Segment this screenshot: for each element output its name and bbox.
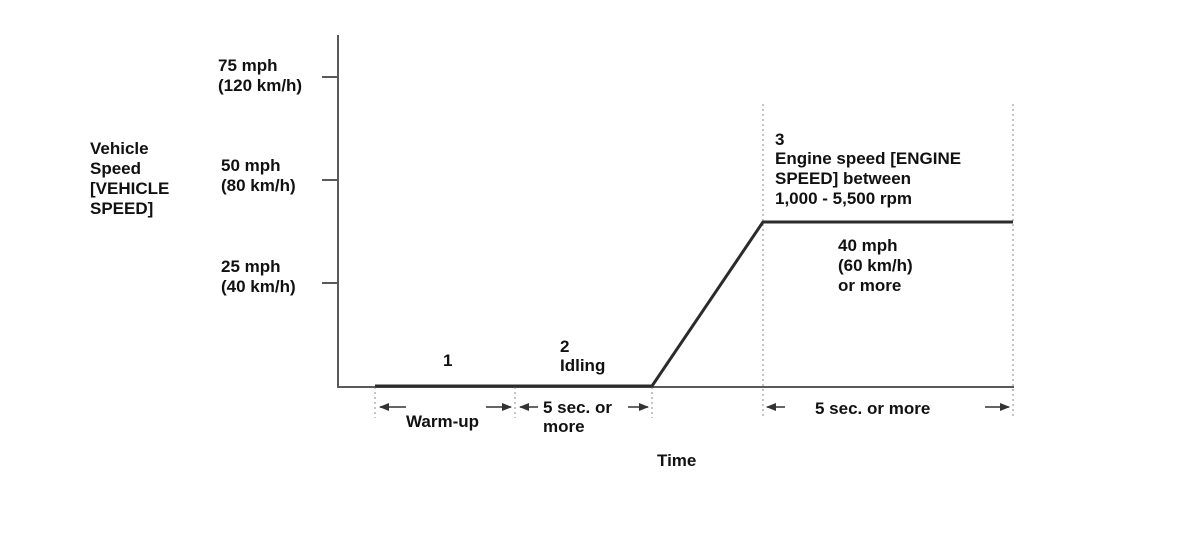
- cruise-duration-label: 5 sec. or more: [815, 399, 930, 418]
- phase-3-speed-line: 40 mph: [838, 236, 898, 255]
- phase-3-speed-line: (60 km/h): [838, 256, 913, 275]
- idling-duration-line: more: [543, 417, 585, 436]
- y-axis-title-line: Speed: [90, 159, 141, 178]
- y-tick-label-25mph: 25 mph (40 km/h): [221, 257, 296, 296]
- cruise-arrowhead-right: [1000, 403, 1010, 411]
- y-tick-label-line: 50 mph: [221, 156, 281, 175]
- y-axis-title: Vehicle Speed [VEHICLE SPEED]: [90, 139, 174, 218]
- phase-3-description: Engine speed [ENGINE SPEED] between 1,00…: [775, 149, 966, 208]
- phase-2-number: 2: [560, 337, 569, 356]
- phase-3-number: 3: [775, 130, 784, 149]
- phase-3-description-line: Engine speed [ENGINE: [775, 149, 961, 168]
- idling-duration-line: 5 sec. or: [543, 398, 612, 417]
- y-axis-title-line: [VEHICLE: [90, 179, 169, 198]
- phase-3-speed-line: or more: [838, 276, 901, 295]
- phase-1-number: 1: [443, 351, 452, 370]
- y-tick-label-line: (80 km/h): [221, 176, 296, 195]
- y-tick-label-75mph: 75 mph (120 km/h): [218, 56, 302, 95]
- warmup-arrowhead-right: [502, 403, 512, 411]
- y-axis-title-line: SPEED]: [90, 199, 153, 218]
- y-tick-label-line: 25 mph: [221, 257, 281, 276]
- idling-duration-label: 5 sec. or more: [543, 398, 617, 436]
- x-axis-title: Time: [657, 451, 696, 470]
- y-tick-label-50mph: 50 mph (80 km/h): [221, 156, 296, 195]
- y-tick-label-line: (40 km/h): [221, 277, 296, 296]
- warmup-arrowhead-left: [379, 403, 389, 411]
- cruise-arrowhead-left: [766, 403, 776, 411]
- warmup-duration-label: Warm-up: [406, 412, 479, 431]
- y-tick-label-line: 75 mph: [218, 56, 278, 75]
- phase-3-description-line: 1,000 - 5,500 rpm: [775, 189, 912, 208]
- phase-3-description-line: SPEED] between: [775, 169, 911, 188]
- idling-arrowhead-right: [639, 403, 649, 411]
- phase-3-speed-label: 40 mph (60 km/h) or more: [838, 236, 917, 295]
- phase-2-description: Idling: [560, 356, 605, 375]
- y-tick-label-line: (120 km/h): [218, 76, 302, 95]
- speed-profile-line: [375, 220, 1013, 388]
- y-axis-title-line: Vehicle: [90, 139, 149, 158]
- idling-arrowhead-left: [519, 403, 529, 411]
